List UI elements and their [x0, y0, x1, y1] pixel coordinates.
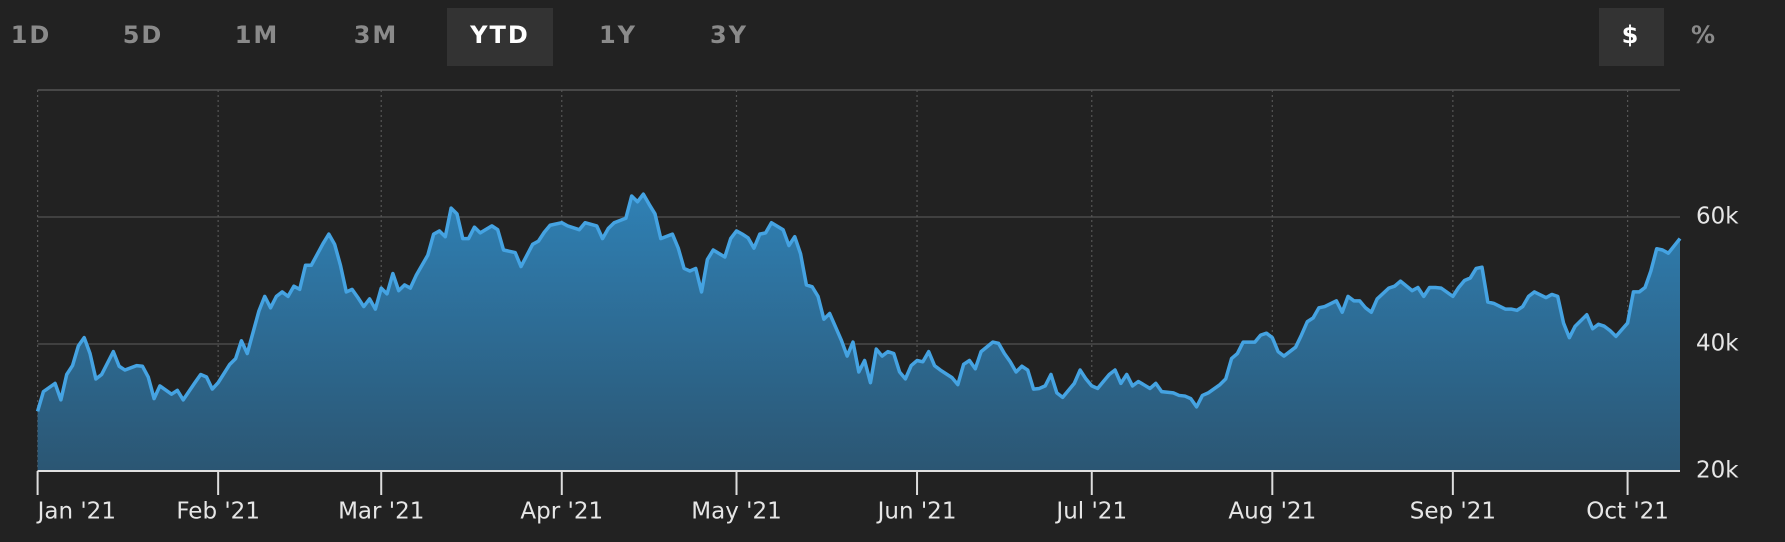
range-button[interactable]: YTD	[469, 21, 530, 49]
range-button[interactable]: 3M	[354, 21, 399, 49]
range-button[interactable]: 1M	[235, 21, 280, 49]
x-tick-label: Jul '21	[1054, 499, 1127, 525]
range-button[interactable]: 1Y	[599, 21, 637, 49]
x-tick-label: Sep '21	[1410, 499, 1496, 525]
unit-button[interactable]: %	[1691, 21, 1717, 49]
unit-button[interactable]: $	[1622, 21, 1641, 49]
range-button[interactable]: 3Y	[710, 21, 748, 49]
x-tick-label: Apr '21	[520, 499, 603, 525]
plot	[35, 192, 1682, 471]
y-tick-label: 60k	[1696, 204, 1739, 230]
y-tick-label: 20k	[1696, 458, 1739, 484]
axes: 20k 40k 60k Jan '21 Feb '21 Mar '21 Apr '21 May…	[36, 204, 1740, 525]
x-tick-label: Mar '21	[338, 499, 424, 525]
x-tick-label: Jan '21	[36, 499, 116, 525]
toolbar: 1D 5D 1M 3M YTD 1Y 3Y $%	[11, 8, 1717, 66]
x-tick-label: Aug '21	[1228, 499, 1316, 525]
range-button[interactable]: 5D	[123, 21, 164, 49]
line	[35, 192, 1682, 412]
range-button[interactable]: 1D	[11, 21, 52, 49]
x-tick-label: May '21	[691, 499, 781, 525]
x-tick-label: Feb '21	[176, 499, 260, 525]
active-button-bg	[447, 8, 553, 66]
y-tick-label: 40k	[1696, 331, 1739, 357]
active-button-bg	[1599, 8, 1664, 66]
x-tick-label: Jun '21	[876, 499, 957, 525]
x-tick-label: Oct '21	[1586, 499, 1669, 525]
area-fill	[37, 194, 1681, 471]
